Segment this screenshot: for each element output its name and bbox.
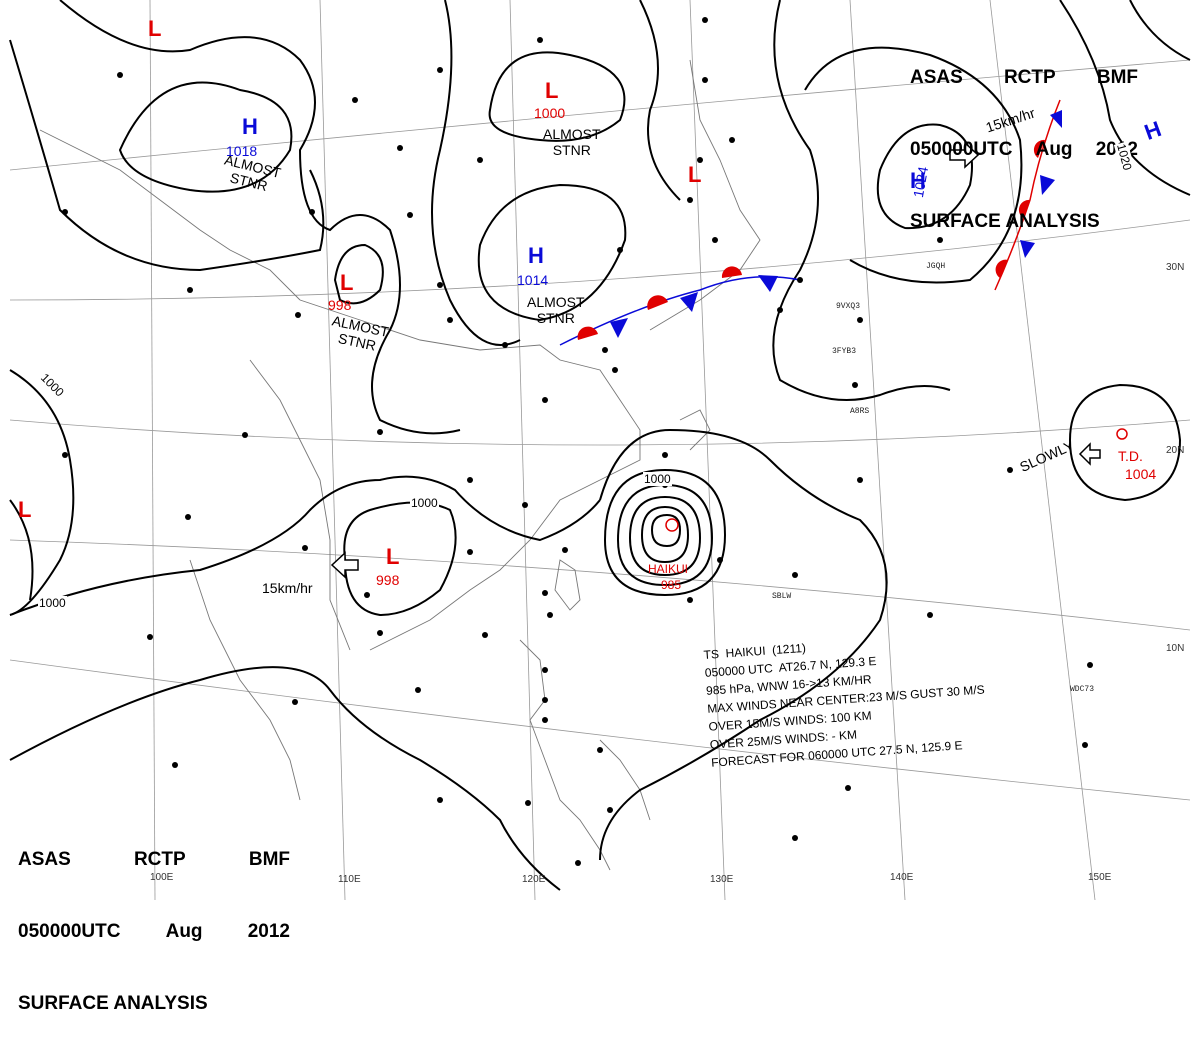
isobars — [9, 0, 1191, 891]
header-bottom-code: BMF — [248, 849, 290, 870]
td-value: 1004 — [1125, 466, 1157, 482]
header-top-agency: ASAS — [910, 67, 963, 88]
td-label: T.D. — [1118, 448, 1143, 464]
header-top: ASAS RCTP BMF 050000UTC Aug 2012 SURFACE… — [910, 18, 1138, 258]
low-1000-north-note: ALMOST STNR — [543, 126, 601, 158]
lon-label: 120E — [522, 874, 546, 885]
header-top-time: 050000UTC — [910, 139, 1013, 160]
ship-callsign: SBLW — [772, 592, 792, 601]
lon-label: 140E — [890, 872, 914, 883]
motion-arrows — [330, 141, 1101, 579]
typhoon-info: TS HAIKUI (1211) 050000 UTC AT26.7 N, 129… — [703, 627, 989, 772]
stationary-front — [559, 266, 801, 346]
lon-label: 150E — [1088, 872, 1112, 883]
lon-label: 110E — [338, 874, 361, 885]
typhoon-name: HAIKUI — [648, 562, 689, 576]
station-plots — [62, 17, 1093, 866]
graticule — [9, 0, 1191, 900]
high-1018-letter: H — [242, 114, 258, 139]
low-998-south-value: 998 — [376, 572, 400, 588]
lon-label: 130E — [710, 874, 734, 885]
header-top-title: SURFACE ANALYSIS — [910, 211, 1100, 232]
low-998-south-letter: L — [386, 544, 400, 569]
ship-callsign: 9VXQ3 — [836, 302, 861, 311]
low-1000-north-value: 1000 — [534, 105, 566, 121]
typhoon-symbol — [665, 428, 1128, 532]
coastlines — [39, 59, 761, 871]
isobar-label: 1000 — [643, 472, 672, 486]
high-1014-value: 1014 — [517, 272, 549, 288]
ship-callsign: JGQH — [926, 262, 946, 271]
low-998-north-letter: L — [340, 270, 354, 295]
header-top-month: Aug — [1035, 139, 1073, 160]
low-front-letter: L — [688, 162, 702, 187]
ne-front — [994, 99, 1062, 291]
header-bottom-year: 2012 — [247, 921, 290, 942]
header-bottom-title: SURFACE ANALYSIS — [18, 993, 208, 1014]
ship-callsign: A8RS — [850, 407, 870, 416]
isobar-label: 1000 — [410, 496, 439, 510]
typhoon-pressure: 985 — [661, 578, 682, 592]
ship-callsign: WDC73 — [1070, 685, 1095, 694]
low-998-south-motion: 15km/hr — [262, 580, 313, 596]
high-1024-letter: H — [910, 168, 926, 193]
low-998-north-value: 998 — [328, 297, 352, 313]
header-bottom: ASAS RCTP BMF 050000UTC Aug 2012 SURFACE… — [18, 800, 290, 1040]
high-1014-note: ALMOST STNR — [527, 294, 585, 326]
lat-label: 20N — [1166, 445, 1185, 456]
header-bottom-station: RCTP — [133, 849, 186, 870]
isobar-label: 1000 — [38, 596, 67, 610]
low-nw-letter: L — [148, 16, 162, 41]
high-1018-value: 1018 — [226, 143, 258, 159]
header-bottom-month: Aug — [165, 921, 203, 942]
low-west-letter: L — [18, 497, 32, 522]
high-1014-letter: H — [528, 243, 544, 268]
header-top-code: BMF — [1096, 67, 1138, 88]
low-1000-north-letter: L — [545, 78, 559, 103]
weather-map — [9, 0, 1191, 900]
header-bottom-agency: ASAS — [18, 849, 71, 870]
lon-label: 100E — [150, 872, 174, 883]
ship-callsign: 3FYB3 — [832, 347, 857, 356]
lat-label: 30N — [1166, 262, 1185, 273]
lat-label: 10N — [1166, 643, 1185, 654]
header-bottom-time: 050000UTC — [18, 921, 121, 942]
header-top-station: RCTP — [1003, 67, 1056, 88]
